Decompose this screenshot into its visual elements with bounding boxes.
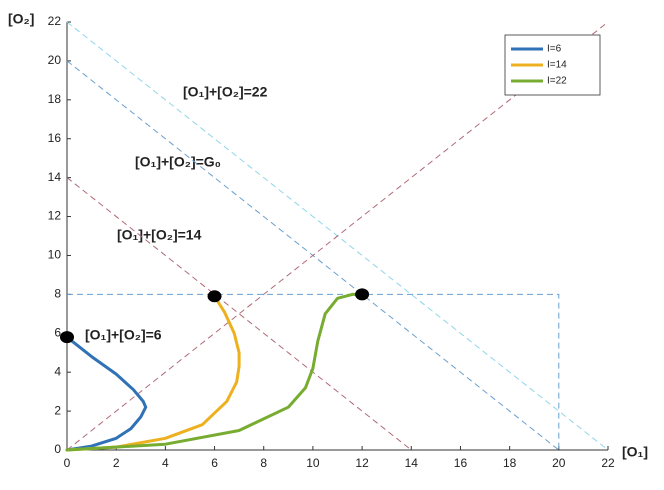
x-tick-label: 22 xyxy=(601,456,615,470)
y-tick-label: 20 xyxy=(48,53,62,67)
fixed-point xyxy=(207,290,222,303)
x-tick-label: 0 xyxy=(64,456,71,470)
annotation: [O₁]+[O₂]=G₀ xyxy=(135,154,221,170)
x-tick-label: 14 xyxy=(405,456,419,470)
fixed-point xyxy=(355,288,370,301)
x-tick-label: 16 xyxy=(454,456,468,470)
y-tick-label: 14 xyxy=(48,170,62,184)
y-tick-label: 16 xyxy=(48,131,62,145)
x-tick-label: 6 xyxy=(211,456,218,470)
annotation: [O₁]+[O₂]=6 xyxy=(85,327,162,343)
y-tick-label: 4 xyxy=(54,364,61,378)
x-tick-label: 20 xyxy=(552,456,566,470)
annotation: [O₁]+[O₂]=22 xyxy=(183,84,268,100)
y-tick-label: 2 xyxy=(54,403,61,417)
annotation: [O₁]+[O₂]=14 xyxy=(117,227,202,243)
y-tick-label: 6 xyxy=(54,325,61,339)
legend-label: I=14 xyxy=(547,60,567,71)
x-tick-label: 12 xyxy=(355,456,369,470)
y-tick-label: 12 xyxy=(48,209,62,223)
legend-label: I=6 xyxy=(547,44,562,55)
y-axis-label: [O₂] xyxy=(8,11,34,27)
reference-line xyxy=(67,293,560,450)
x-tick-label: 18 xyxy=(503,456,517,470)
y-tick-label: 0 xyxy=(54,442,61,456)
y-tick-label: 10 xyxy=(48,248,62,262)
legend-label: I=22 xyxy=(547,76,567,87)
fixed-point xyxy=(60,331,74,344)
y-tick-label: 8 xyxy=(54,287,61,301)
x-tick-label: 4 xyxy=(162,456,169,470)
y-tick-label: 18 xyxy=(48,92,62,106)
trajectory xyxy=(65,335,148,452)
reference-line xyxy=(66,177,412,451)
x-tick-label: 10 xyxy=(306,456,320,470)
x-tick-label: 8 xyxy=(260,456,267,470)
y-tick-label: 22 xyxy=(48,14,62,28)
trajectory xyxy=(65,292,364,452)
trajectory xyxy=(65,294,241,452)
x-axis-label: [O₁] xyxy=(622,444,648,460)
x-tick-label: 2 xyxy=(113,456,120,470)
